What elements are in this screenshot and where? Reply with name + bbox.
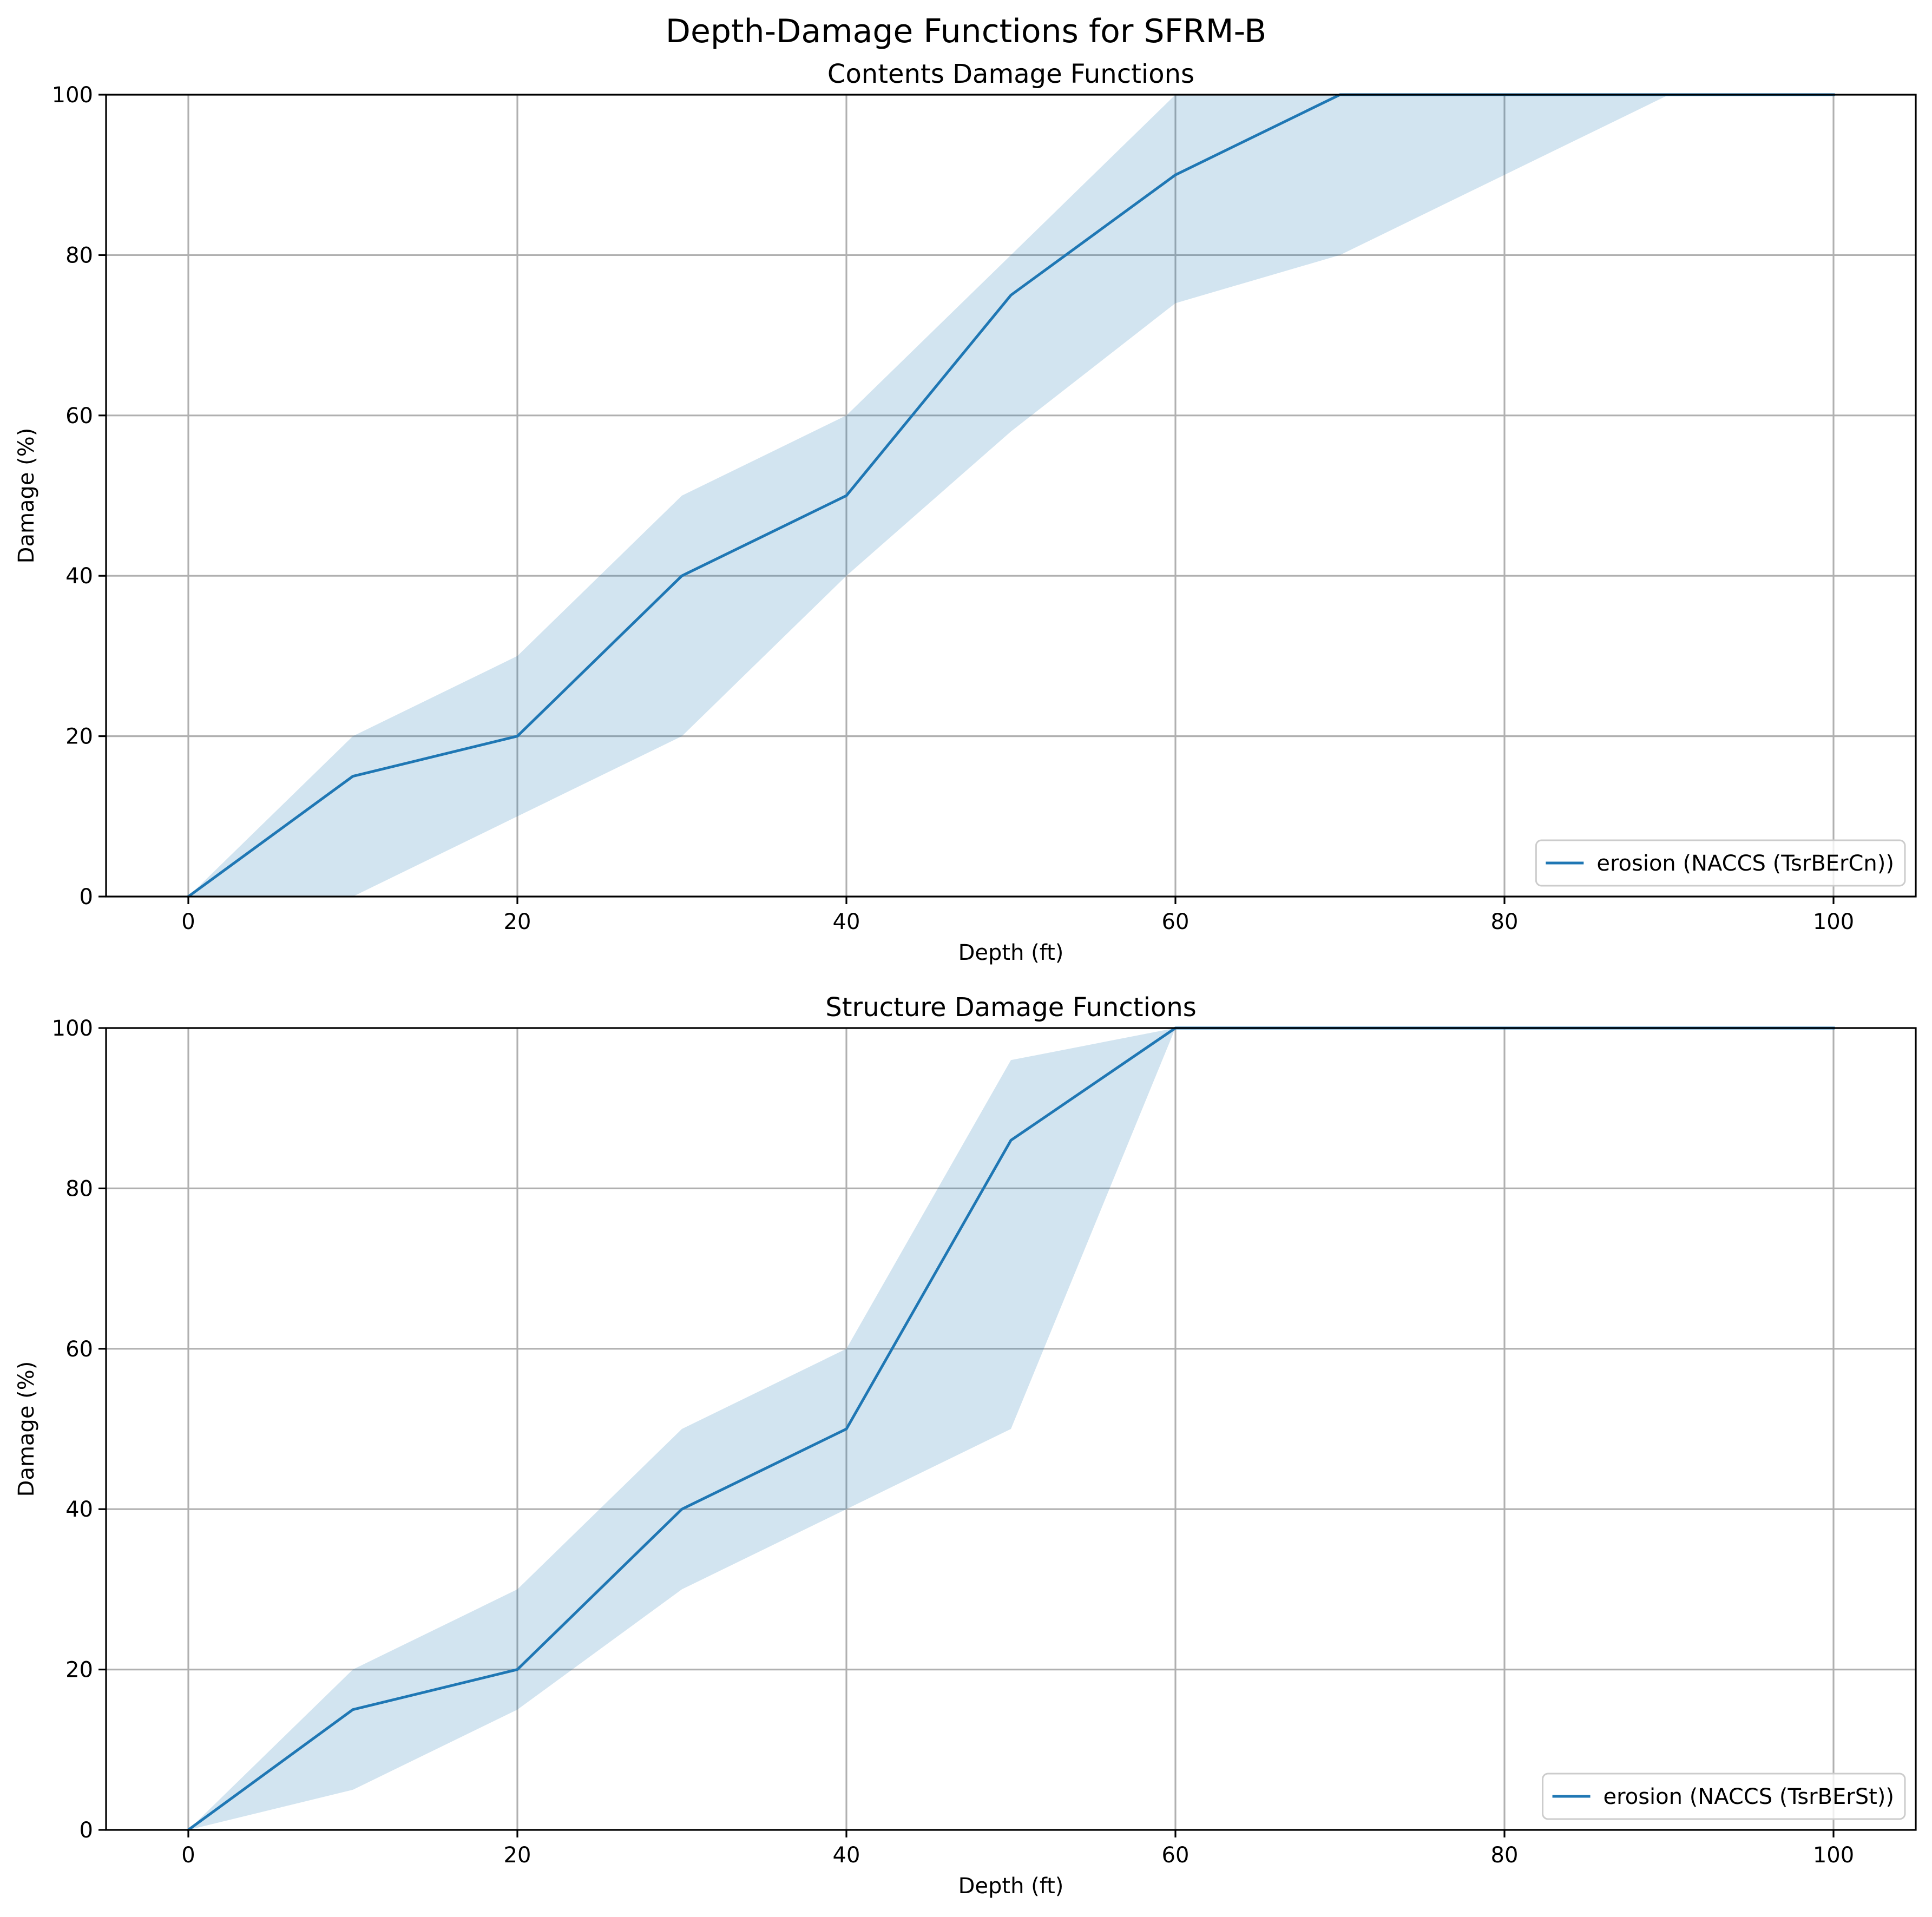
structure-damage-chart: 0 20 40 60 80 100 0 20 40 60 80 100 Structure Damage… (14, 992, 1917, 1899)
chart-1-x-tick-label-0: 0 (181, 1843, 195, 1868)
chart-1-legend: erosion (NACCS (TsrBErSt)) (1542, 1773, 1906, 1820)
chart-0-series-0-band (188, 95, 1834, 897)
chart-0-y-tick-label-0: 0 (80, 885, 93, 910)
chart-1-axes-frame (105, 1027, 1917, 1831)
chart-0-x-tick-label-2: 40 (833, 910, 860, 934)
chart-1-x-tick-label-5: 100 (1813, 1843, 1854, 1868)
chart-1-x-tick-label-3: 60 (1162, 1843, 1190, 1868)
chart-1-title: Structure Damage Functions (825, 992, 1197, 1023)
chart-1-legend-label: erosion (NACCS (TsrBErSt)) (1604, 1784, 1894, 1809)
chart-1-x-tick-label-4: 80 (1491, 1843, 1519, 1868)
chart-0-x-tick-label-5: 100 (1813, 910, 1854, 934)
chart-1-legend-box (1542, 1773, 1906, 1820)
chart-0-legend-box (1535, 839, 1906, 887)
chart-1-x-tick-label-1: 20 (504, 1843, 531, 1868)
chart-0-y-tick-label-3: 60 (65, 404, 93, 429)
chart-1-x-tick-label-2: 40 (833, 1843, 860, 1868)
chart-0-legend-label: erosion (NACCS (TsrBErCn)) (1596, 851, 1894, 876)
chart-1-y-tick-label-1: 20 (65, 1658, 93, 1683)
chart-0-x-tick-label-1: 20 (504, 910, 531, 934)
chart-1-y-tick-label-3: 60 (65, 1337, 93, 1362)
chart-0-y-tick-label-5: 100 (52, 83, 93, 108)
chart-1-y-tick-label-4: 80 (65, 1176, 93, 1201)
chart-0-legend: erosion (NACCS (TsrBErCn)) (1535, 839, 1906, 887)
chart-1-y-axis-label: Damage (%) (14, 1361, 39, 1497)
chart-0-y-axis-label: Damage (%) (14, 428, 39, 564)
contents-damage-chart: 0 20 40 60 80 100 0 20 40 60 80 100 Contents Damage … (14, 59, 1917, 965)
chart-0-x-tick-label-3: 60 (1162, 910, 1190, 934)
chart-0-y-tick-label-1: 20 (65, 724, 93, 749)
chart-1-y-tick-label-2: 40 (65, 1497, 93, 1522)
chart-0-y-tick-label-2: 40 (65, 564, 93, 589)
chart-1-y-tick-label-0: 0 (80, 1818, 93, 1843)
chart-1-x-axis-label: Depth (ft) (958, 1874, 1064, 1899)
chart-0-axes-frame (105, 94, 1917, 898)
chart-1-series-0-band (188, 1028, 1834, 1830)
chart-0-x-tick-label-4: 80 (1491, 910, 1519, 934)
chart-0-title: Contents Damage Functions (827, 59, 1194, 89)
chart-0-x-axis-label: Depth (ft) (958, 940, 1064, 965)
figure-suptitle: Depth-Damage Functions for SFRM-B (666, 12, 1267, 50)
chart-0-y-tick-label-4: 80 (65, 243, 93, 268)
chart-1-y-tick-label-5: 100 (52, 1016, 93, 1041)
chart-0-x-tick-label-0: 0 (181, 910, 195, 934)
